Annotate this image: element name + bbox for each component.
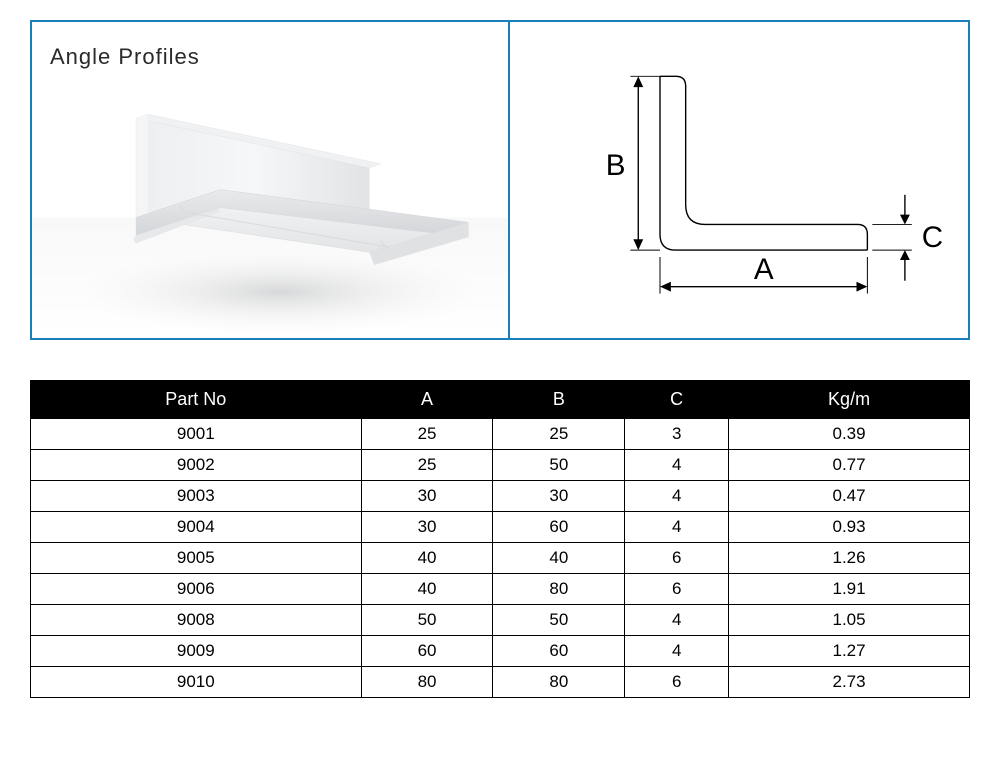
cell: 4 bbox=[625, 450, 729, 481]
cell: 6 bbox=[625, 543, 729, 574]
cell: 40 bbox=[361, 543, 493, 574]
table-row: 9002 25 50 4 0.77 bbox=[31, 450, 970, 481]
cell: 0.77 bbox=[729, 450, 970, 481]
cell: 1.26 bbox=[729, 543, 970, 574]
cell: 60 bbox=[493, 636, 625, 667]
cell: 4 bbox=[625, 605, 729, 636]
table-header-row: Part No A B C Kg/m bbox=[31, 381, 970, 419]
cell: 4 bbox=[625, 481, 729, 512]
cell: 2.73 bbox=[729, 667, 970, 698]
cell: 0.39 bbox=[729, 419, 970, 450]
cell: 1.91 bbox=[729, 574, 970, 605]
cell: 9010 bbox=[31, 667, 362, 698]
cell: 9009 bbox=[31, 636, 362, 667]
dim-label-c: C bbox=[922, 221, 943, 254]
cell: 80 bbox=[361, 667, 493, 698]
col-c: C bbox=[625, 381, 729, 419]
cell: 60 bbox=[361, 636, 493, 667]
cell: 80 bbox=[493, 667, 625, 698]
panel-row: Angle Profiles bbox=[30, 20, 970, 340]
angle-profile-render-svg bbox=[32, 77, 508, 338]
dimension-diagram-svg: B A C bbox=[510, 22, 968, 338]
cell: 4 bbox=[625, 512, 729, 543]
cell: 9003 bbox=[31, 481, 362, 512]
table-row: 9005 40 40 6 1.26 bbox=[31, 543, 970, 574]
cell: 40 bbox=[493, 543, 625, 574]
cell: 3 bbox=[625, 419, 729, 450]
cell: 50 bbox=[493, 450, 625, 481]
cell: 6 bbox=[625, 667, 729, 698]
table-row: 9001 25 25 3 0.39 bbox=[31, 419, 970, 450]
cell: 6 bbox=[625, 574, 729, 605]
table-body: 9001 25 25 3 0.39 9002 25 50 4 0.77 9003… bbox=[31, 419, 970, 698]
col-partno: Part No bbox=[31, 381, 362, 419]
cell: 0.47 bbox=[729, 481, 970, 512]
panel-product: Angle Profiles bbox=[30, 20, 510, 340]
cell: 25 bbox=[361, 450, 493, 481]
col-b: B bbox=[493, 381, 625, 419]
cell: 9005 bbox=[31, 543, 362, 574]
dim-label-a: A bbox=[754, 253, 774, 286]
cell: 25 bbox=[361, 419, 493, 450]
cell: 9008 bbox=[31, 605, 362, 636]
dim-label-b: B bbox=[606, 149, 626, 182]
cell: 80 bbox=[493, 574, 625, 605]
table-row: 9010 80 80 6 2.73 bbox=[31, 667, 970, 698]
cell: 0.93 bbox=[729, 512, 970, 543]
cell: 1.27 bbox=[729, 636, 970, 667]
cell: 50 bbox=[361, 605, 493, 636]
spec-table: Part No A B C Kg/m 9001 25 25 3 0.39 900… bbox=[30, 380, 970, 698]
cell: 1.05 bbox=[729, 605, 970, 636]
col-kgm: Kg/m bbox=[729, 381, 970, 419]
cell: 30 bbox=[493, 481, 625, 512]
cell: 9006 bbox=[31, 574, 362, 605]
cell: 50 bbox=[493, 605, 625, 636]
table-row: 9008 50 50 4 1.05 bbox=[31, 605, 970, 636]
panel-diagram: B A C bbox=[510, 20, 970, 340]
table-row: 9009 60 60 4 1.27 bbox=[31, 636, 970, 667]
cell: 9001 bbox=[31, 419, 362, 450]
col-a: A bbox=[361, 381, 493, 419]
cell: 60 bbox=[493, 512, 625, 543]
table-row: 9006 40 80 6 1.91 bbox=[31, 574, 970, 605]
table-row: 9003 30 30 4 0.47 bbox=[31, 481, 970, 512]
cell: 9002 bbox=[31, 450, 362, 481]
product-render bbox=[32, 77, 508, 338]
cell: 4 bbox=[625, 636, 729, 667]
cell: 30 bbox=[361, 481, 493, 512]
profile-outer-outline bbox=[660, 76, 867, 250]
cell: 30 bbox=[361, 512, 493, 543]
cell: 9004 bbox=[31, 512, 362, 543]
table-row: 9004 30 60 4 0.93 bbox=[31, 512, 970, 543]
panel-title: Angle Profiles bbox=[50, 44, 490, 70]
cell: 25 bbox=[493, 419, 625, 450]
cell: 40 bbox=[361, 574, 493, 605]
